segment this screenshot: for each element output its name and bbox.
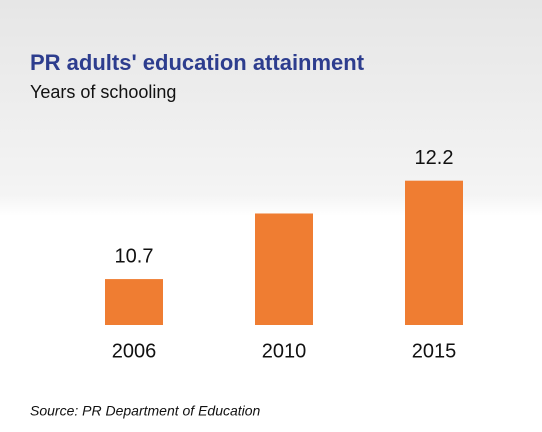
bar bbox=[105, 279, 163, 325]
data-label: 10.7 bbox=[115, 245, 154, 267]
x-tick-label: 2010 bbox=[262, 340, 307, 362]
bar bbox=[405, 180, 463, 325]
chart-title: PR adults' education attainment bbox=[30, 50, 365, 75]
x-tick-label: 2006 bbox=[112, 340, 157, 362]
data-label: 12.2 bbox=[415, 147, 454, 169]
bar bbox=[255, 213, 313, 325]
x-tick-label: 2015 bbox=[412, 340, 457, 362]
source-note: Source: PR Department of Education bbox=[30, 403, 261, 419]
chart-subtitle: Years of schooling bbox=[30, 82, 176, 102]
